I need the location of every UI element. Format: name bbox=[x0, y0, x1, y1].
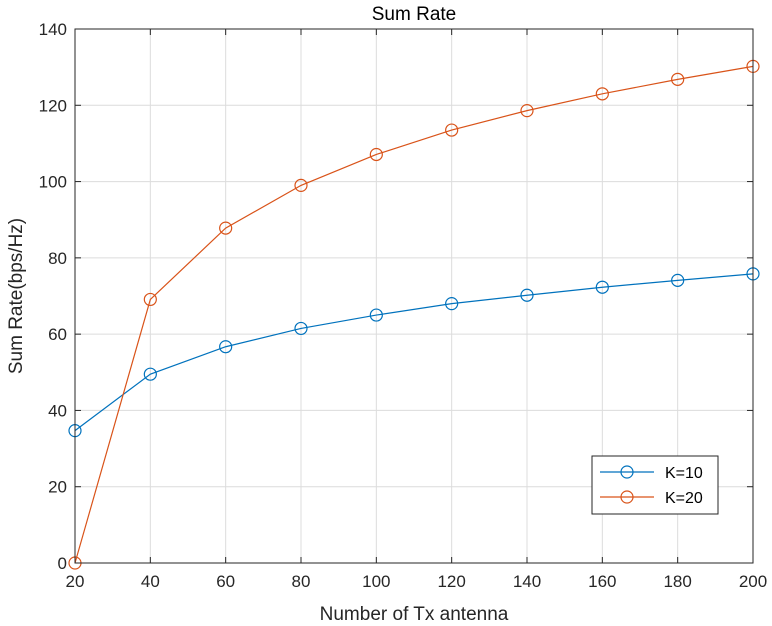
data-point bbox=[445, 123, 459, 137]
series-layer bbox=[68, 59, 760, 570]
data-point bbox=[369, 147, 383, 162]
x-tick-label: 120 bbox=[437, 572, 465, 591]
series-line bbox=[74, 273, 754, 432]
data-point bbox=[294, 321, 308, 336]
data-point bbox=[671, 273, 685, 287]
x-tick-label: 140 bbox=[513, 572, 541, 591]
data-point bbox=[294, 178, 308, 192]
data-point bbox=[445, 297, 459, 311]
data-point bbox=[671, 72, 685, 86]
series-K=20 bbox=[68, 59, 760, 570]
legend-marker bbox=[620, 490, 634, 504]
data-point bbox=[520, 104, 534, 118]
data-point bbox=[595, 280, 609, 294]
legend: K=10 K=20 bbox=[591, 455, 719, 515]
x-axis-title: Number of Tx antenna bbox=[320, 604, 509, 625]
axes-box bbox=[74, 28, 754, 564]
x-tick-label: 180 bbox=[663, 572, 691, 591]
data-point bbox=[143, 292, 157, 307]
y-tick-label: 40 bbox=[48, 401, 67, 420]
x-tick-label: 200 bbox=[739, 572, 767, 591]
data-point bbox=[143, 367, 157, 381]
x-tick-label: 100 bbox=[362, 572, 390, 591]
x-tick-label: 40 bbox=[141, 572, 160, 591]
legend-label: K=10 bbox=[665, 465, 703, 482]
legend-box bbox=[591, 455, 719, 515]
data-point bbox=[219, 221, 233, 235]
y-tick-label: 140 bbox=[39, 20, 67, 39]
x-tick-label: 20 bbox=[66, 572, 85, 591]
y-tick-label: 100 bbox=[39, 173, 67, 192]
legend-label: K=20 bbox=[665, 490, 703, 507]
y-tick-label: 120 bbox=[39, 96, 67, 115]
legend-item: K=20 bbox=[600, 490, 703, 507]
x-tick-label: 160 bbox=[588, 572, 616, 591]
y-tick-label: 0 bbox=[58, 554, 67, 573]
y-tick-label: 80 bbox=[48, 249, 67, 268]
data-point bbox=[369, 308, 383, 322]
data-point bbox=[219, 340, 233, 354]
chart-title: Sum Rate bbox=[372, 4, 456, 25]
legend-marker bbox=[620, 465, 634, 479]
legend-item: K=10 bbox=[600, 465, 703, 482]
x-tick-label: 60 bbox=[216, 572, 235, 591]
data-point bbox=[595, 87, 609, 101]
y-axis-title: Sum Rate(bps/Hz) bbox=[6, 218, 27, 374]
series-line bbox=[74, 65, 754, 564]
x-tick-label: 80 bbox=[292, 572, 311, 591]
y-tick-label: 60 bbox=[48, 325, 67, 344]
data-point bbox=[520, 288, 534, 302]
y-tick-label: 20 bbox=[48, 478, 67, 497]
axis-ticks: 20 40 60 80 100 120 140 160 180 20002040608010012… bbox=[39, 20, 768, 591]
